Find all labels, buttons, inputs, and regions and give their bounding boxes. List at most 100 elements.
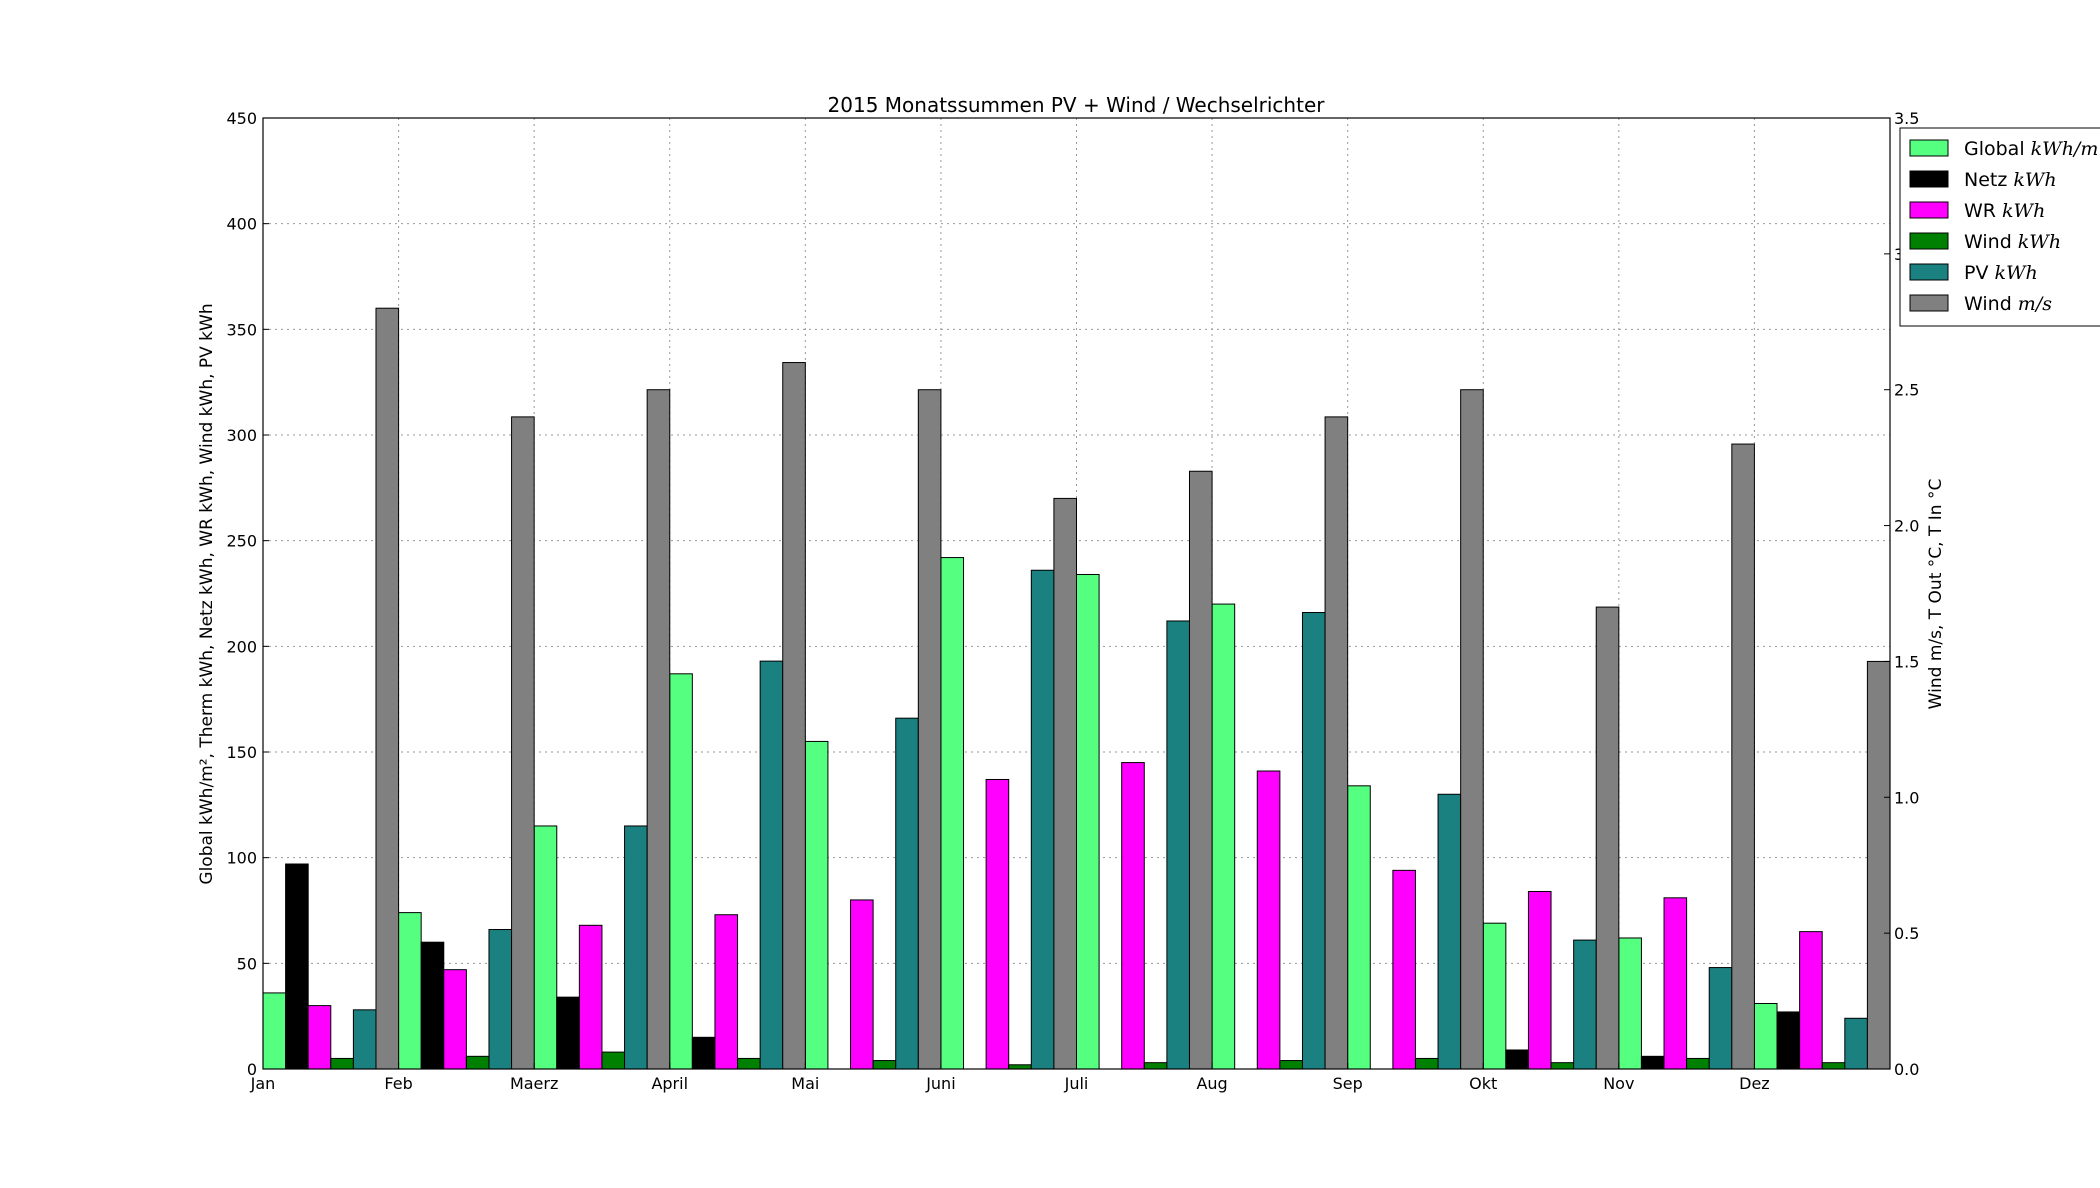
bar-pv-kwh-jan [352, 1009, 377, 1070]
legend-label-wr-kwh: WR kWh [1964, 200, 2045, 222]
bar-pv-kwh-nov [1708, 967, 1733, 1070]
bar-wind-m-s-aug [1324, 416, 1349, 1070]
y-tick-right-label: 2.0 [1894, 517, 1919, 536]
bar-wind-m-s-nov [1731, 443, 1755, 1070]
bar-wind-m-s-dez [1866, 660, 1891, 1070]
bar-wind-kwh-okt [1550, 1062, 1575, 1070]
bar-netz-kwh-april [691, 1036, 716, 1070]
x-tick-label-dez: Dez [1739, 1074, 1770, 1093]
legend-swatch-wind-kwh [1909, 232, 1949, 250]
y-tick-left-label: 150 [226, 743, 257, 762]
x-tick-label-juni: Juni [925, 1074, 955, 1093]
bar-global-kwh-m-sep [1347, 785, 1371, 1070]
y-tick-left-label: 50 [237, 954, 257, 973]
legend-label-global-kwh-m: Global kWh/m [1964, 138, 2098, 160]
bar-wr-kwh-aug [1256, 770, 1281, 1070]
bar-wind-kwh-jan [330, 1057, 354, 1070]
bar-global-kwh-m-mai [804, 740, 829, 1070]
y-tick-right-label: 0.0 [1894, 1060, 1919, 1079]
bar-wr-kwh-juni [985, 778, 1010, 1070]
y-tick-left-label: 450 [226, 109, 257, 128]
bar-pv-kwh-aug [1301, 612, 1326, 1070]
x-tick-label-juli: Juli [1064, 1074, 1089, 1093]
bar-global-kwh-m-dez [1753, 1002, 1778, 1070]
bar-global-kwh-m-aug [1211, 603, 1236, 1070]
bar-wind-m-s-april [782, 362, 806, 1070]
bar-wind-kwh-mai [872, 1060, 897, 1070]
x-tick-label-feb: Feb [384, 1074, 412, 1093]
bar-pv-kwh-dez [1844, 1017, 1868, 1070]
bar-global-kwh-m-maerz [533, 825, 558, 1070]
bar-wr-kwh-mai [850, 899, 874, 1070]
x-tick-label-sep: Sep [1333, 1074, 1363, 1093]
y-axis-label-left: Global kWh/m², Therm kWh, Netz kWh, WR k… [197, 303, 217, 884]
bar-wind-kwh-dez [1821, 1062, 1846, 1070]
legend-swatch-pv-kwh [1909, 263, 1949, 281]
legend-label-netz-kwh: Netz kWh [1964, 169, 2057, 191]
bar-wr-kwh-nov [1663, 897, 1688, 1070]
x-tick-label-okt: Okt [1469, 1074, 1497, 1093]
y-tick-left-label: 200 [226, 637, 257, 656]
bar-netz-kwh-okt [1505, 1049, 1529, 1070]
bar-pv-kwh-okt [1573, 939, 1597, 1070]
legend-swatch-netz-kwh [1909, 170, 1949, 188]
legend-swatch-wr-kwh [1909, 201, 1949, 219]
bar-wr-kwh-april [714, 914, 739, 1070]
ticks: 0 50 100 150 200 250 300 350 400 450 0.0 0.5 1.0 1.5 2… [226, 109, 1919, 1093]
bar-wind-kwh-juli [1143, 1062, 1168, 1070]
bar-wind-m-s-mai [917, 389, 942, 1070]
bar-wind-kwh-april [737, 1057, 761, 1070]
bar-global-kwh-m-juli [1076, 573, 1100, 1070]
x-tick-label-aug: Aug [1196, 1074, 1227, 1093]
y-tick-right-label: 1.0 [1894, 788, 1919, 807]
bar-pv-kwh-mai [895, 717, 919, 1070]
y-tick-left-label: 300 [226, 426, 257, 445]
bar-wind-m-s-sep [1460, 389, 1484, 1070]
legend-label-wind-m-s: Wind m/s [1964, 293, 2052, 315]
x-tick-label-jan: Jan [250, 1074, 276, 1093]
x-tick-label-nov: Nov [1603, 1074, 1634, 1093]
bar-wind-m-s-jan [375, 307, 400, 1070]
bar-pv-kwh-maerz [624, 825, 648, 1070]
y-tick-right-label: 0.5 [1894, 924, 1919, 943]
x-tick-label-mai: Mai [791, 1074, 819, 1093]
bar-wr-kwh-feb [443, 969, 467, 1070]
bar-pv-kwh-sep [1437, 793, 1462, 1070]
bar-wr-kwh-sep [1392, 869, 1416, 1070]
bar-wind-m-s-feb [511, 416, 535, 1070]
y-tick-left-label: 250 [226, 532, 257, 551]
bar-netz-kwh-nov [1640, 1055, 1665, 1070]
bar-wr-kwh-maerz [578, 924, 603, 1070]
bar-global-kwh-m-nov [1618, 937, 1642, 1070]
bar-wind-kwh-juni [1008, 1064, 1032, 1070]
legend: Global kWh/m Netz kWh WR kWh Wind kWh PV kWh… [1899, 127, 2100, 327]
bar-wr-kwh-juli [1121, 762, 1145, 1070]
bars [262, 307, 1891, 1070]
bar-pv-kwh-juni [1030, 569, 1055, 1070]
bar-wind-kwh-nov [1686, 1057, 1710, 1070]
x-tick-label-april: April [651, 1074, 688, 1093]
x-tick-label-maerz: Maerz [510, 1074, 558, 1093]
bar-wind-m-s-maerz [646, 389, 671, 1070]
y-tick-left-label: 400 [226, 215, 257, 234]
bar-pv-kwh-april [759, 660, 784, 1070]
bar-wind-kwh-maerz [601, 1051, 626, 1070]
bar-netz-kwh-maerz [556, 996, 580, 1070]
y-axis-label-right: Wind m/s, T Out °C, T In °C [1926, 479, 1946, 710]
legend-box [1899, 127, 2100, 327]
y-tick-left-label: 100 [226, 849, 257, 868]
bar-global-kwh-m-okt [1482, 922, 1507, 1070]
bar-wr-kwh-jan [307, 1005, 332, 1070]
y-tick-right-label: 3.5 [1894, 109, 1919, 128]
legend-label-wind-kwh: Wind kWh [1964, 231, 2061, 253]
y-tick-right-label: 1.5 [1894, 652, 1919, 671]
bar-global-kwh-m-april [669, 673, 693, 1070]
bar-pv-kwh-juli [1166, 620, 1190, 1070]
bar-wind-m-s-juni [1053, 497, 1078, 1070]
bar-wind-m-s-okt [1595, 606, 1620, 1070]
chart-title: 2015 Monatssummen PV + Wind / Wechselric… [828, 93, 1326, 117]
bar-wr-kwh-dez [1799, 931, 1823, 1070]
bar-netz-kwh-feb [420, 941, 445, 1070]
bar-netz-kwh-dez [1776, 1011, 1801, 1070]
bar-wind-kwh-aug [1279, 1060, 1303, 1070]
